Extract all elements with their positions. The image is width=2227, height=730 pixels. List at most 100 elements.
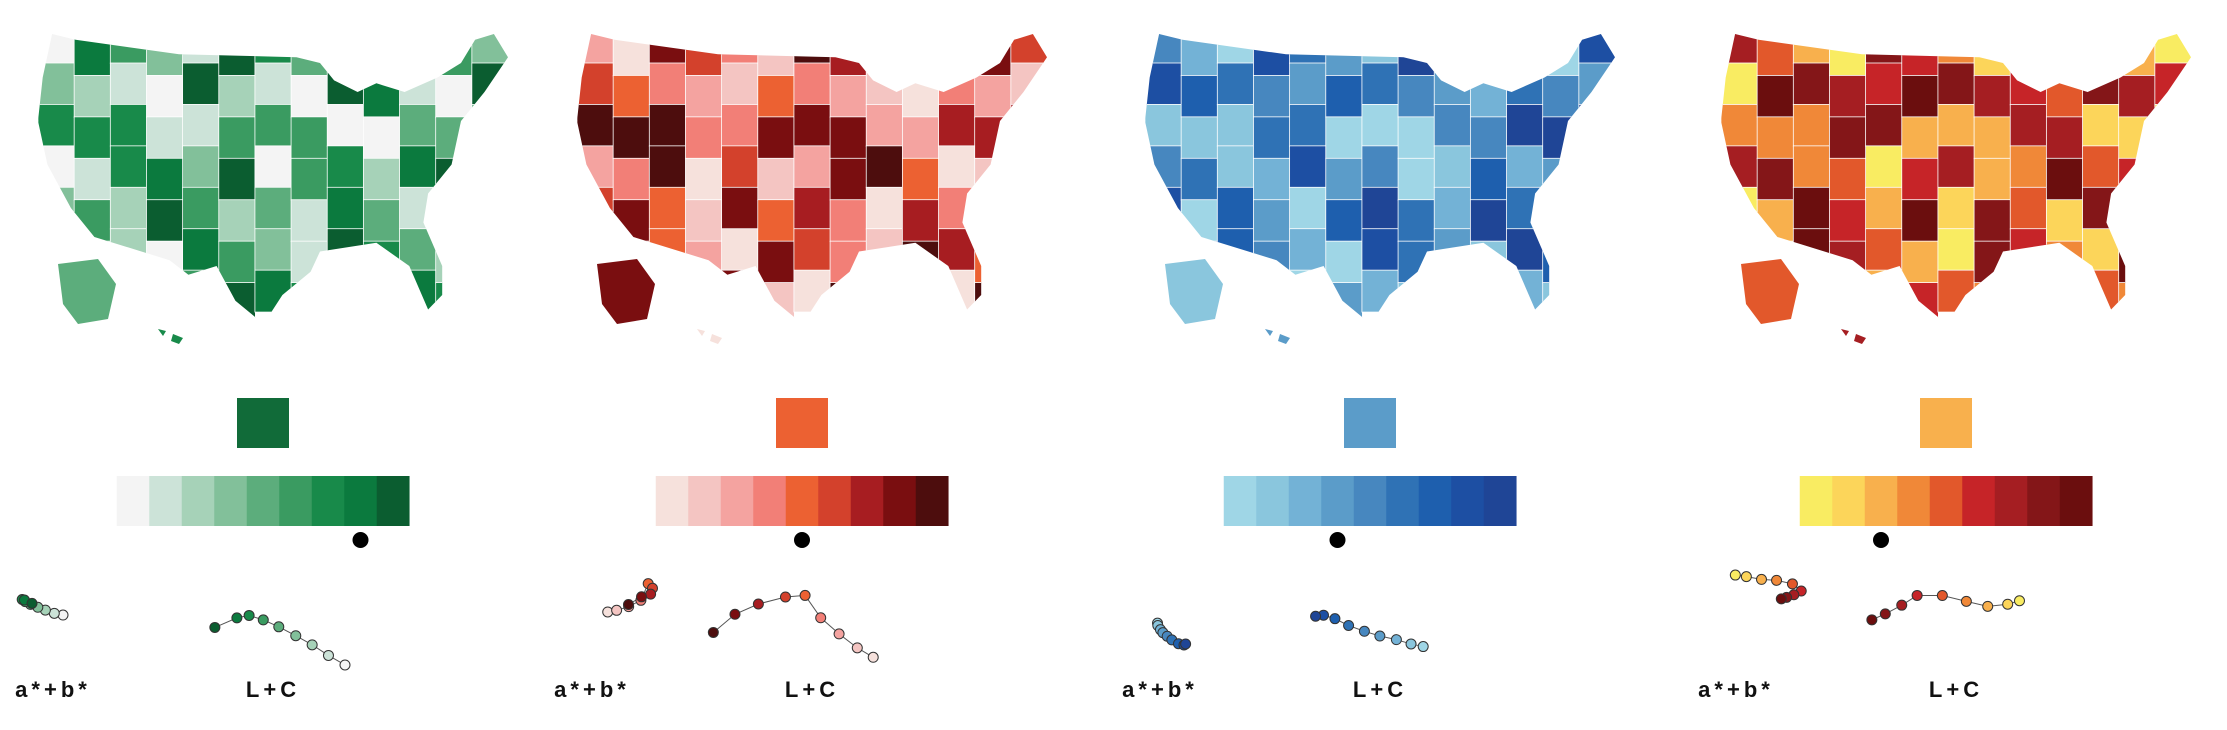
- state: [685, 282, 723, 324]
- state: [1901, 240, 1939, 284]
- state: [471, 269, 508, 313]
- state: [793, 228, 831, 272]
- state: [1216, 186, 1255, 230]
- state: [109, 104, 148, 147]
- state: [1901, 75, 1939, 118]
- palette-swatch: [915, 476, 949, 526]
- state: [1973, 157, 2012, 201]
- state: [685, 240, 723, 284]
- state: [1901, 282, 1939, 324]
- palette-swatch: [279, 476, 313, 526]
- state: [1397, 34, 1436, 77]
- state: [399, 34, 437, 64]
- state: [1756, 75, 1795, 118]
- us-map: [1721, 34, 2191, 344]
- state: [721, 145, 759, 189]
- state: [1010, 104, 1047, 147]
- state: [1010, 34, 1047, 64]
- state: [1542, 34, 1580, 77]
- state: [1756, 116, 1795, 160]
- lc-point: [815, 612, 827, 624]
- state: [1469, 240, 1508, 284]
- state: [1792, 228, 1831, 272]
- lc-point: [2013, 595, 2025, 607]
- state: [1361, 104, 1399, 147]
- state: [326, 34, 365, 64]
- state: [1865, 145, 1903, 189]
- state: [290, 157, 329, 201]
- state: [577, 34, 615, 64]
- lc-point: [867, 651, 879, 663]
- state: [1721, 34, 1759, 64]
- state: [1937, 104, 1975, 147]
- state: [757, 116, 795, 160]
- state: [1325, 34, 1363, 77]
- state: [399, 186, 437, 230]
- state: [1542, 116, 1580, 160]
- palette-swatch: [1256, 476, 1290, 526]
- state: [146, 240, 184, 284]
- state: [1289, 269, 1327, 313]
- state: [1253, 282, 1291, 324]
- state: [73, 199, 112, 243]
- state: [362, 199, 401, 243]
- ab-label: a*+b*: [1698, 677, 1774, 702]
- state: [326, 228, 365, 272]
- state: [146, 157, 184, 201]
- state: [1253, 75, 1291, 118]
- state: [290, 240, 329, 284]
- state: [362, 240, 401, 284]
- state: [938, 34, 976, 64]
- state: [1865, 62, 1903, 106]
- state: [1145, 104, 1183, 147]
- state: [1901, 199, 1939, 243]
- state: [938, 228, 976, 272]
- state: [793, 269, 831, 313]
- state: [1289, 186, 1327, 230]
- state: [2154, 34, 2191, 64]
- state: [182, 34, 220, 64]
- state: [109, 269, 148, 313]
- state: [362, 282, 401, 324]
- state: [865, 228, 904, 272]
- state: [757, 75, 795, 118]
- state: [182, 269, 220, 313]
- state: [73, 34, 112, 77]
- state: [290, 116, 329, 160]
- state: [2154, 104, 2191, 147]
- state: [218, 282, 256, 324]
- seed-swatch: [1344, 398, 1396, 448]
- lc-label: L+C: [785, 677, 839, 702]
- lc-point: [322, 649, 334, 661]
- state: [1829, 34, 1867, 77]
- state: [218, 34, 256, 77]
- palette-swatch: [1799, 476, 1833, 526]
- palette-swatch: [181, 476, 215, 526]
- state: [721, 228, 759, 272]
- lc-point: [851, 642, 863, 654]
- state: [865, 186, 904, 230]
- lc-point: [1417, 641, 1429, 653]
- palette-swatch: [2059, 476, 2093, 526]
- state: [685, 199, 723, 243]
- state: [73, 157, 112, 201]
- state: [1325, 282, 1363, 324]
- state: [1216, 104, 1255, 147]
- state: [974, 75, 1012, 118]
- state: [218, 116, 256, 160]
- state: [1506, 269, 1544, 313]
- ab-point: [1775, 593, 1787, 605]
- state: [2045, 75, 2084, 118]
- state: [685, 75, 723, 118]
- state: [38, 62, 76, 106]
- palette-swatch: [655, 476, 689, 526]
- lc-point: [1310, 610, 1322, 622]
- state: [73, 116, 112, 160]
- alaska: [58, 259, 116, 324]
- hawaii: [1841, 329, 1866, 344]
- state: [721, 34, 759, 64]
- state: [38, 186, 76, 230]
- state: [2118, 240, 2156, 284]
- lc-point: [779, 591, 791, 603]
